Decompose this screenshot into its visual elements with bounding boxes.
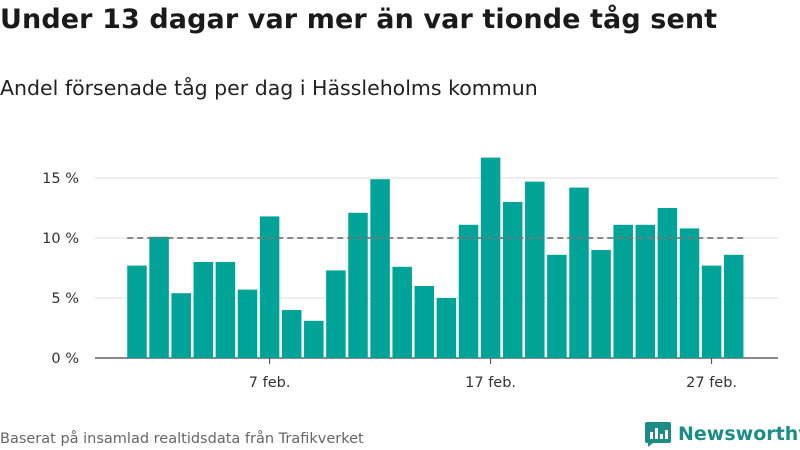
chart-subtitle: Andel försenade tåg per dag i Hässleholm… xyxy=(0,76,538,100)
bar xyxy=(414,286,435,358)
bar xyxy=(591,250,611,358)
bar xyxy=(193,262,214,358)
x-tick-label: 27 feb. xyxy=(686,375,737,391)
bar xyxy=(502,202,523,358)
newsworthy-logo: Newsworthy xyxy=(644,420,800,448)
bar xyxy=(348,212,368,358)
y-tick-label: 0 % xyxy=(51,351,79,367)
bar xyxy=(304,320,324,358)
bar xyxy=(701,265,722,358)
bar xyxy=(569,187,589,358)
x-tick-label: 7 feb. xyxy=(249,375,291,391)
y-tick-label: 5 % xyxy=(51,291,79,307)
bar xyxy=(215,262,236,358)
bar xyxy=(480,157,501,358)
bar xyxy=(392,266,412,358)
bar xyxy=(326,270,346,358)
x-tick-label: 17 feb. xyxy=(465,375,516,391)
bar xyxy=(281,310,302,358)
bar xyxy=(370,179,390,358)
bar xyxy=(613,224,633,358)
newsworthy-logo-icon xyxy=(645,422,671,447)
bar xyxy=(723,254,744,358)
bar xyxy=(458,224,479,358)
chart-title: Under 13 dagar var mer än var tionde tåg… xyxy=(0,4,718,35)
bar xyxy=(127,265,147,358)
bar xyxy=(657,208,678,358)
bar xyxy=(525,181,545,358)
bar xyxy=(237,289,258,358)
y-tick-label: 10 % xyxy=(42,231,79,247)
bar-chart: 0 % 5 % 10 % 15 % 7 feb. 17 feb. 27 feb. xyxy=(42,157,778,391)
bar xyxy=(259,216,280,358)
bar xyxy=(171,293,191,358)
y-tick-label: 15 % xyxy=(42,171,79,187)
logo-text: Newsworthy xyxy=(678,423,800,445)
bar xyxy=(436,298,457,358)
bar xyxy=(547,254,567,358)
source-note: Baserat på insamlad realtidsdata från Tr… xyxy=(0,431,364,447)
bar xyxy=(149,236,169,358)
bar xyxy=(679,228,700,358)
bar xyxy=(635,224,656,358)
